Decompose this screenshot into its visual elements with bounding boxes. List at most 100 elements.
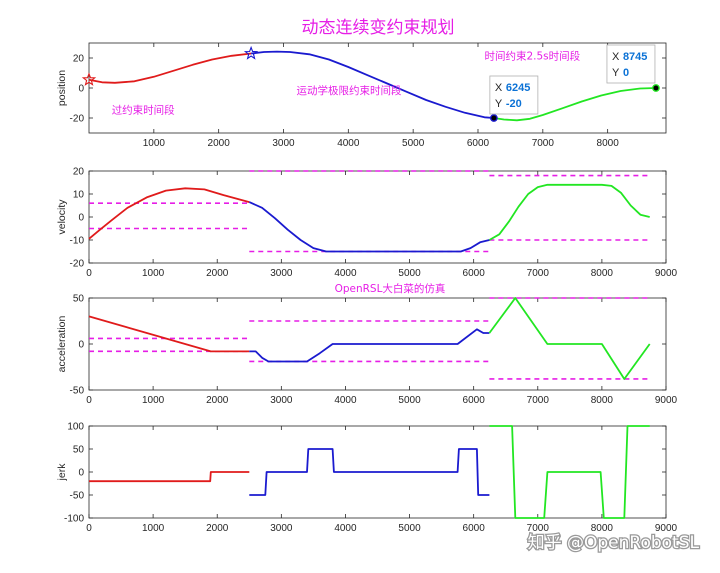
jerk-xtick-label: 4000 bbox=[334, 523, 357, 534]
jerk-ytick-label: 100 bbox=[67, 422, 84, 433]
acceleration-xtick-label: 2000 bbox=[206, 395, 229, 406]
jerk-xtick-label: 7000 bbox=[527, 523, 550, 534]
velocity-xtick-label: 2000 bbox=[206, 268, 229, 279]
velocity-xtick-label: 4000 bbox=[334, 268, 357, 279]
acceleration-subplot: 0 1000 2000 3000 4000 5000 6000 7000 8000 9000 -50… bbox=[56, 282, 678, 406]
jerk-xtick-label: 9000 bbox=[655, 523, 678, 534]
position-star-marker bbox=[243, 45, 259, 60]
position-ytick-label: 0 bbox=[78, 84, 84, 95]
velocity-xtick-label: 0 bbox=[86, 268, 92, 279]
datatip-x-label: X bbox=[612, 51, 620, 63]
position-datatip-point[interactable] bbox=[489, 114, 498, 122]
acceleration-ytick-label: -50 bbox=[70, 386, 85, 397]
datatip-x-value: 8745 bbox=[623, 51, 647, 63]
velocity-series-phase1 bbox=[88, 187, 250, 240]
position-xtick-label: 5000 bbox=[402, 138, 425, 149]
jerk-series-phase3 bbox=[489, 425, 650, 519]
acceleration-xtick-label: 0 bbox=[86, 395, 92, 406]
acceleration-xtick-label: 7000 bbox=[527, 395, 550, 406]
position-ytick-label: -20 bbox=[70, 114, 85, 125]
position-annotation: 过约束时间段 bbox=[112, 104, 175, 117]
velocity-series-phase2 bbox=[248, 201, 490, 253]
datatip-box bbox=[606, 44, 656, 84]
velocity-ytick-label: 0 bbox=[78, 213, 84, 224]
acceleration-series-phase3 bbox=[488, 297, 651, 380]
velocity-axes-box bbox=[88, 170, 667, 264]
velocity-xtick-label: 7000 bbox=[527, 268, 550, 279]
datatip-y-label: Y bbox=[612, 67, 620, 79]
position-star-marker bbox=[81, 72, 97, 86]
jerk-xtick-label: 6000 bbox=[463, 523, 486, 534]
acceleration-xtick-label: 1000 bbox=[142, 395, 165, 406]
velocity-xtick-label: 5000 bbox=[398, 268, 421, 279]
jerk-ytick-label: -100 bbox=[64, 514, 84, 525]
jerk-xtick-label: 8000 bbox=[591, 523, 614, 534]
velocity-ylabel: velocity bbox=[56, 199, 68, 235]
velocity-xtick-label: 3000 bbox=[270, 268, 293, 279]
datatip-y-value: -20 bbox=[506, 98, 522, 110]
acceleration-ytick-label: 50 bbox=[73, 294, 85, 305]
position-series-phase2 bbox=[250, 50, 494, 119]
datatip-y-label: Y bbox=[495, 98, 503, 110]
jerk-ytick-label: -50 bbox=[70, 491, 85, 502]
acceleration-xtick-label: 8000 bbox=[591, 395, 614, 406]
jerk-subplot: 0 1000 2000 3000 4000 5000 6000 7000 8000 9000-10… bbox=[56, 422, 678, 535]
position-xtick-label: 6000 bbox=[467, 138, 490, 149]
velocity-ytick-label: 10 bbox=[73, 190, 85, 201]
position-xtick-label: 8000 bbox=[597, 138, 620, 149]
position-xtick-label: 4000 bbox=[337, 138, 360, 149]
position-xtick-label: 7000 bbox=[532, 138, 555, 149]
velocity-series-phase3 bbox=[488, 183, 650, 241]
datatip-box bbox=[489, 75, 539, 115]
position-annotation: 运动学极限约束时间段 bbox=[296, 84, 401, 97]
jerk-xtick-label: 0 bbox=[86, 523, 92, 534]
acceleration-ylabel: acceleration bbox=[56, 316, 68, 373]
jerk-xtick-label: 3000 bbox=[270, 523, 293, 534]
acceleration-ytick-label: 0 bbox=[78, 340, 84, 351]
velocity-xtick-label: 6000 bbox=[463, 268, 486, 279]
subplots: 1000 2000 3000 4000 5000 6000 7000 8000-20020po… bbox=[56, 42, 678, 535]
velocity-subplot: 0 1000 2000 3000 4000 5000 6000 7000 8000 9000 -20… bbox=[56, 167, 678, 280]
jerk-ytick-label: 0 bbox=[78, 468, 84, 479]
jerk-series-phase2 bbox=[249, 448, 490, 496]
velocity-xtick-label: 8000 bbox=[591, 268, 614, 279]
position-axes-box bbox=[88, 42, 667, 134]
position-xtick-label: 3000 bbox=[272, 138, 295, 149]
position-ylabel: position bbox=[56, 70, 68, 106]
jerk-ytick-label: 50 bbox=[73, 445, 85, 456]
jerk-xtick-label: 1000 bbox=[142, 523, 165, 534]
datatip-x-label: X bbox=[495, 82, 503, 94]
jerk-xtick-label: 2000 bbox=[206, 523, 229, 534]
position-datatip-point[interactable] bbox=[652, 84, 660, 92]
acceleration-xtick-label: 3000 bbox=[270, 395, 293, 406]
watermark: 知乎 @OpenRobotSL bbox=[528, 533, 700, 553]
acceleration-series-phase1 bbox=[88, 315, 250, 353]
acceleration-series-phase2 bbox=[249, 328, 490, 363]
acceleration-xtick-label: 4000 bbox=[334, 395, 357, 406]
jerk-ylabel: jerk bbox=[56, 463, 68, 482]
position-annotation: 时间约束2.5s时间段 bbox=[484, 50, 580, 63]
position-xtick-label: 1000 bbox=[143, 138, 166, 149]
acceleration-xtick-label: 5000 bbox=[398, 395, 421, 406]
velocity-xtick-label: 1000 bbox=[142, 268, 165, 279]
velocity-ytick-label: -20 bbox=[70, 259, 85, 270]
jerk-xtick-label: 5000 bbox=[398, 523, 421, 534]
position-series-phase1 bbox=[88, 52, 252, 84]
position-xtick-label: 2000 bbox=[208, 138, 231, 149]
velocity-ytick-label: -10 bbox=[70, 236, 85, 247]
acceleration-xtick-label: 9000 bbox=[655, 395, 678, 406]
acceleration-xtick-label: 6000 bbox=[463, 395, 486, 406]
datatip-x-value: 6245 bbox=[506, 82, 530, 94]
position-subplot: 1000 2000 3000 4000 5000 6000 7000 8000 -20 0 20 po… bbox=[56, 42, 667, 149]
velocity-xtick-label: 9000 bbox=[655, 268, 678, 279]
figure-title: 动态连续变约束规划 bbox=[302, 18, 455, 38]
position-series-phase3 bbox=[493, 87, 657, 122]
velocity-ytick-label: 20 bbox=[73, 167, 85, 178]
jerk-series-phase1 bbox=[89, 471, 250, 483]
datatip-y-value: 0 bbox=[623, 67, 629, 79]
position-ytick-label: 20 bbox=[73, 54, 85, 65]
acceleration-title: OpenRSL大白菜的仿真 bbox=[335, 282, 446, 295]
